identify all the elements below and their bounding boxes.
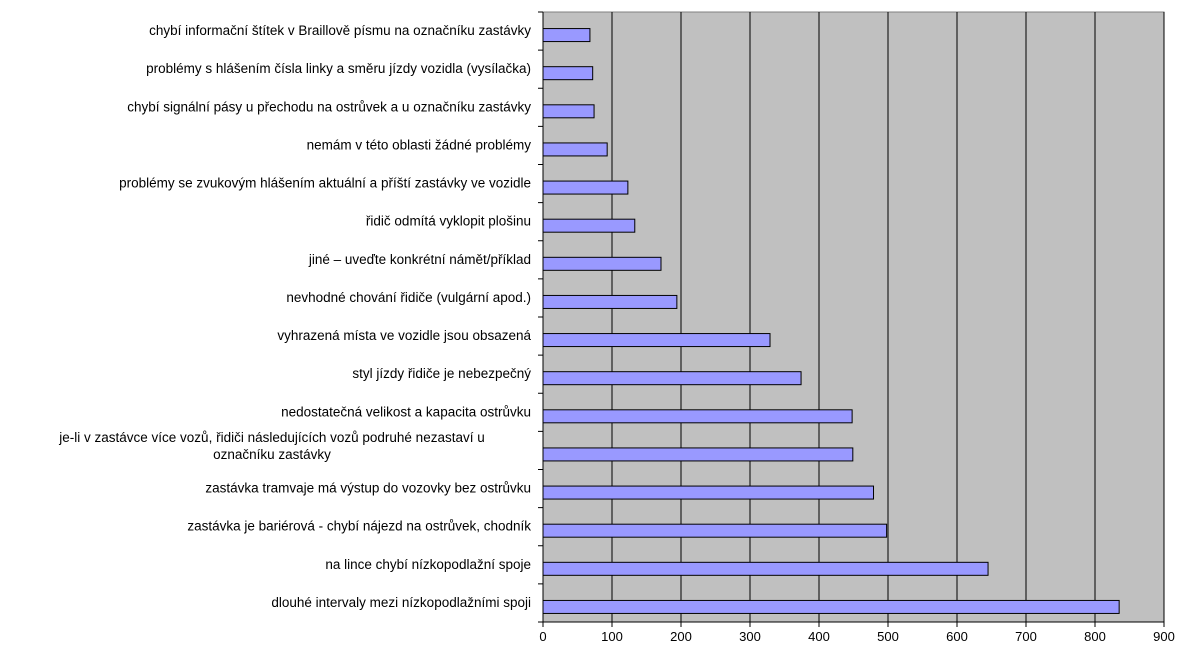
bar: [542, 66, 594, 81]
category-label: nedostatečná velikost a kapacita ostrůvk…: [281, 404, 531, 419]
x-tick-label: 0: [539, 629, 546, 644]
category-label: dlouhé intervaly mezi nízkopodlažními sp…: [271, 595, 531, 610]
x-tick-label: 100: [601, 629, 623, 644]
category-label: nemám v této oblasti žádné problémy: [307, 137, 532, 152]
category-label: problémy se zvukovým hlášením aktuální a…: [119, 176, 531, 191]
category-label: problémy s hlášením čísla linky a směru …: [146, 61, 531, 76]
gridlines: [611, 12, 1165, 622]
category-label: jiné – uveďte konkrétní námět/příklad: [308, 252, 531, 267]
x-tick-label: 700: [1015, 629, 1037, 644]
x-tick-label: 500: [877, 629, 899, 644]
bar: [542, 561, 989, 576]
category-label: je-li v zastávce více vozů, řidiči násle…: [58, 430, 484, 462]
bar: [542, 485, 875, 500]
bar: [542, 180, 629, 195]
category-label: chybí signální pásy u přechodu na ostrův…: [127, 99, 531, 114]
x-tick-label: 800: [1084, 629, 1106, 644]
category-label: styl jízdy řidiče je nebezpečný: [352, 366, 531, 381]
bar: [542, 409, 853, 424]
category-labels: chybí informační štítek v Braillově písm…: [58, 23, 531, 610]
bar: [542, 523, 888, 538]
category-label: zastávka je bariérová - chybí nájezd na …: [187, 519, 531, 534]
bar: [542, 599, 1120, 614]
bar: [542, 294, 678, 309]
x-tick-label: 200: [670, 629, 692, 644]
bars: [542, 28, 1120, 614]
bar: [542, 256, 662, 271]
bar: [542, 104, 595, 119]
bar: [542, 142, 608, 157]
category-label: nevhodné chování řidiče (vulgární apod.): [286, 290, 531, 305]
category-label: řidič odmítá vyklopit plošinu: [366, 214, 531, 229]
x-tick-label: 400: [808, 629, 830, 644]
x-tick-label: 600: [946, 629, 968, 644]
plot-area: [542, 11, 1165, 623]
x-tick-labels: 0 100 200 300 400 500 600 700 800 900: [539, 629, 1174, 644]
bar: [542, 371, 802, 386]
category-label: zastávka tramvaje má výstup do vozovky b…: [205, 481, 531, 496]
bar: [542, 333, 771, 348]
bar: [542, 28, 591, 43]
bar: [542, 447, 854, 462]
bar: [542, 218, 636, 233]
category-label: vyhrazená místa ve vozidle jsou obsazená: [277, 328, 531, 343]
x-tick-label: 300: [739, 629, 761, 644]
category-label: chybí informační štítek v Braillově písm…: [149, 23, 531, 38]
x-tick-label: 900: [1153, 629, 1175, 644]
category-label: na lince chybí nízkopodlažní spoje: [325, 557, 531, 572]
